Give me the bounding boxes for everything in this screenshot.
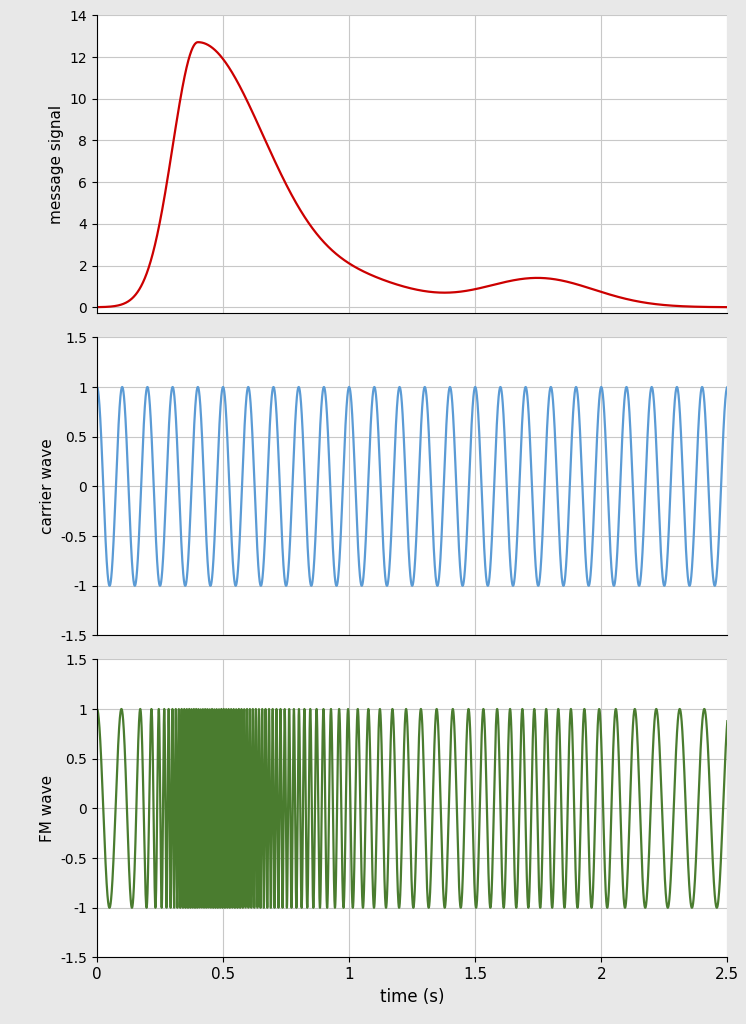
- X-axis label: time (s): time (s): [380, 988, 445, 1006]
- Y-axis label: carrier wave: carrier wave: [40, 438, 54, 535]
- Y-axis label: message signal: message signal: [49, 104, 64, 224]
- Y-axis label: FM wave: FM wave: [40, 775, 54, 842]
